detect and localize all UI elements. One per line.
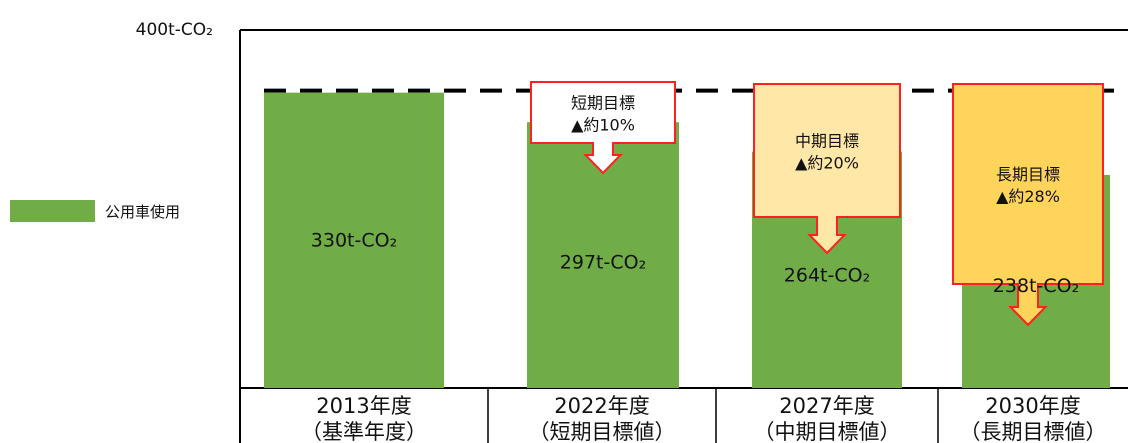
callout-title-3: 長期目標: [996, 165, 1060, 184]
category-subtitle-2: （中期目標値）: [754, 420, 901, 443]
legend-label: 公用車使用: [105, 203, 180, 221]
callout-title-1: 短期目標: [571, 94, 635, 113]
bar-value-label-2: 264t-CO₂: [784, 265, 870, 287]
y-top-label: 400t-CO₂: [136, 20, 213, 40]
category-year-1: 2022年度: [554, 394, 649, 418]
category-subtitle-3: （長期目標値）: [960, 420, 1107, 443]
callout-arrow-3: [952, 83, 1104, 327]
category-subtitle-1: （短期目標値）: [529, 420, 676, 443]
category-year-0: 2013年度: [316, 394, 411, 418]
bar-value-label-0: 330t-CO₂: [311, 229, 397, 251]
category-year-2: 2027年度: [779, 394, 874, 418]
bar-value-label-3: 238t-CO₂: [993, 275, 1079, 297]
callout-reduction-3: ▲約28%: [996, 187, 1060, 206]
callout-arrow-2: [753, 83, 901, 255]
bar-value-label-1: 297t-CO₂: [560, 251, 646, 273]
callout-arrow-1: [530, 81, 676, 175]
bar-0: [264, 92, 444, 389]
legend-swatch: [10, 200, 95, 222]
callout-reduction-1: ▲約10%: [571, 116, 635, 135]
callout-title-2: 中期目標: [795, 132, 859, 151]
category-year-3: 2030年度: [985, 394, 1080, 418]
callout-reduction-2: ▲約20%: [795, 154, 859, 173]
category-subtitle-0: （基準年度）: [301, 420, 427, 443]
